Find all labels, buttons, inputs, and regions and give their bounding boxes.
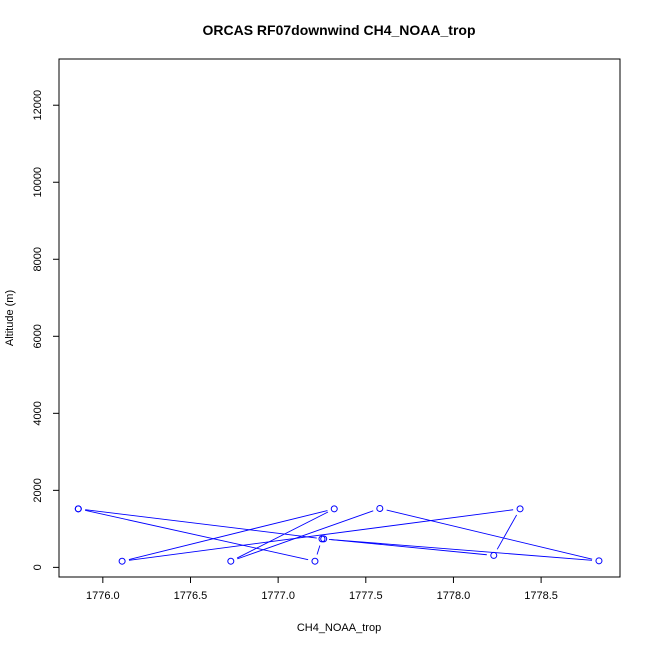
- x-tick-label: 1776.5: [174, 590, 208, 602]
- data-point: [376, 504, 384, 512]
- x-axis-label: CH4_NOAA_trop: [297, 622, 381, 634]
- series-line-segment: [85, 509, 317, 539]
- plot-frame: [58, 58, 621, 578]
- y-axis: 0 2000 4000 6000 8000 10000 12000: [32, 90, 60, 570]
- x-tick-label: 1776.0: [86, 590, 120, 602]
- y-tick-label: 12000: [32, 90, 44, 121]
- data-point: [227, 557, 235, 565]
- series-line-segment: [328, 538, 593, 561]
- y-tick-label: 0: [32, 564, 44, 570]
- series-line-segment: [330, 539, 487, 556]
- series-line-segment: [128, 509, 514, 561]
- y-tick-label: 6000: [32, 324, 44, 348]
- series-line-segment: [236, 511, 329, 559]
- x-tick-label: 1778.5: [524, 590, 558, 602]
- y-axis-label: Altitude (m): [4, 290, 16, 346]
- series-group: [74, 504, 603, 565]
- series-line-segment: [316, 545, 321, 555]
- series-line-segment: [85, 509, 309, 561]
- y-tick-label: 8000: [32, 247, 44, 271]
- x-tick-label: 1777.5: [349, 590, 383, 602]
- y-tick-label: 4000: [32, 401, 44, 425]
- series-line-segment: [237, 510, 374, 560]
- chart-title: ORCAS RF07downwind CH4_NOAA_trop: [202, 22, 475, 38]
- data-point: [311, 557, 319, 565]
- data-point: [516, 505, 524, 513]
- series-line-segment: [496, 514, 518, 550]
- data-point: [330, 505, 338, 513]
- x-tick-label: 1778.0: [437, 590, 471, 602]
- data-point: [74, 505, 82, 513]
- data-point: [490, 551, 498, 559]
- series-line-segment: [128, 510, 328, 560]
- y-tick-label: 2000: [32, 478, 44, 502]
- y-tick-label: 10000: [32, 167, 44, 198]
- data-point: [320, 535, 328, 543]
- data-point: [595, 557, 603, 565]
- x-tick-label: 1777.0: [261, 590, 295, 602]
- data-point: [118, 557, 126, 565]
- series-line-segment: [386, 509, 593, 560]
- x-axis: 1776.0 1776.5 1777.0 1777.5 1778.0 1778.5: [86, 576, 558, 602]
